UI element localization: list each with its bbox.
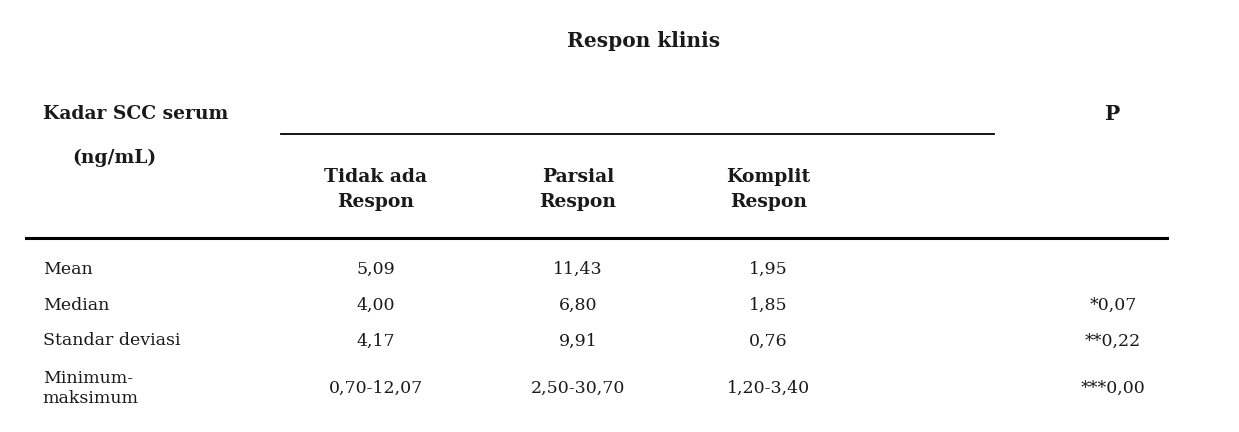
Text: Kadar SCC serum: Kadar SCC serum: [42, 105, 228, 123]
Text: 1,85: 1,85: [748, 297, 788, 314]
Text: *0,07: *0,07: [1089, 297, 1137, 314]
Text: Minimum-
maksimum: Minimum- maksimum: [42, 370, 139, 407]
Text: 4,00: 4,00: [357, 297, 395, 314]
Text: 11,43: 11,43: [553, 261, 602, 278]
Text: 6,80: 6,80: [559, 297, 597, 314]
Text: 5,09: 5,09: [357, 261, 395, 278]
Text: Komplit
Respon: Komplit Respon: [726, 168, 810, 211]
Text: 0,70-12,07: 0,70-12,07: [328, 380, 422, 397]
Text: 1,95: 1,95: [748, 261, 788, 278]
Text: Parsial
Respon: Parsial Respon: [539, 168, 616, 211]
Text: 9,91: 9,91: [559, 332, 597, 349]
Text: Tidak ada
Respon: Tidak ada Respon: [325, 168, 427, 211]
Text: ***0,00: ***0,00: [1080, 380, 1146, 397]
Text: 1,20-3,40: 1,20-3,40: [726, 380, 810, 397]
Text: (ng/mL): (ng/mL): [72, 149, 156, 167]
Text: P: P: [1105, 104, 1121, 124]
Text: **0,22: **0,22: [1085, 332, 1141, 349]
Text: Standar deviasi: Standar deviasi: [42, 332, 180, 349]
Text: 0,76: 0,76: [748, 332, 788, 349]
Text: Median: Median: [42, 297, 109, 314]
Text: 4,17: 4,17: [357, 332, 395, 349]
Text: 2,50-30,70: 2,50-30,70: [530, 380, 624, 397]
Text: Mean: Mean: [42, 261, 93, 278]
Text: Respon klinis: Respon klinis: [566, 31, 720, 51]
